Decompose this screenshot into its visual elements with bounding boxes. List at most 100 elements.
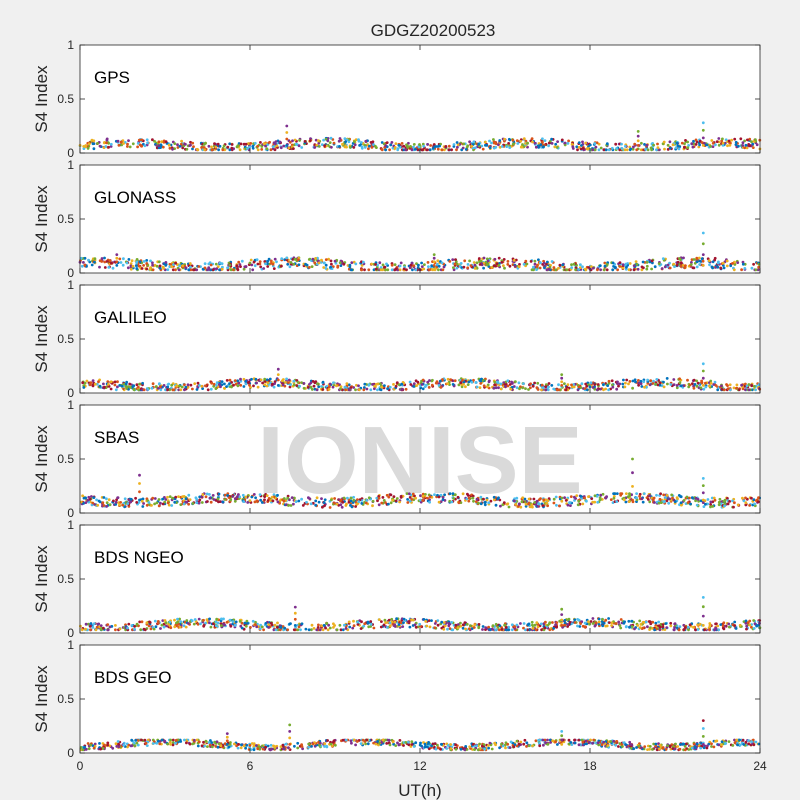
data-point	[178, 617, 182, 621]
data-point	[189, 265, 192, 269]
data-point	[521, 386, 524, 390]
data-point	[140, 138, 144, 142]
data-point	[151, 138, 154, 142]
data-point	[541, 504, 545, 507]
data-point	[701, 624, 705, 627]
data-point	[718, 497, 722, 501]
data-point	[171, 738, 175, 742]
data-point	[192, 145, 195, 149]
data-point	[349, 499, 353, 503]
data-point	[91, 142, 95, 146]
data-point	[703, 141, 706, 145]
data-point	[687, 144, 690, 147]
data-point	[308, 383, 311, 386]
data-point	[87, 622, 90, 626]
data-point	[593, 142, 597, 145]
data-point	[208, 261, 212, 265]
data-point	[522, 626, 525, 630]
data-point	[580, 738, 584, 742]
data-point	[273, 257, 277, 261]
data-point	[471, 496, 475, 500]
data-point	[744, 496, 747, 500]
data-point	[137, 138, 141, 142]
data-point	[655, 378, 659, 381]
data-point	[618, 624, 622, 627]
data-point	[344, 386, 348, 390]
data-point	[374, 263, 377, 266]
data-point	[215, 384, 218, 387]
data-point	[409, 263, 413, 267]
data-point	[357, 138, 360, 142]
data-point	[298, 384, 301, 388]
data-point	[204, 384, 207, 388]
data-point	[208, 496, 212, 500]
data-point	[266, 265, 270, 268]
data-point	[348, 625, 352, 629]
data-point	[230, 143, 234, 146]
data-point	[442, 627, 446, 631]
data-point	[677, 147, 681, 151]
data-point	[628, 625, 631, 629]
y-axis-label: S4 Index	[32, 185, 51, 253]
data-point	[289, 504, 293, 507]
data-point	[383, 384, 386, 387]
data-point	[560, 384, 564, 387]
data-point	[115, 264, 119, 267]
data-point	[683, 145, 686, 149]
data-point	[129, 264, 133, 268]
data-point	[296, 628, 300, 632]
data-point	[463, 621, 467, 624]
scatter-points	[79, 457, 761, 509]
data-point	[188, 262, 192, 265]
data-point	[744, 388, 747, 392]
data-point	[526, 141, 529, 145]
data-point	[417, 145, 421, 149]
data-point	[567, 139, 570, 143]
data-point	[649, 379, 653, 383]
data-point	[293, 624, 297, 627]
data-point	[84, 144, 88, 147]
data-point	[492, 146, 496, 150]
data-point	[673, 622, 677, 626]
data-point	[360, 620, 363, 624]
data-point	[475, 261, 479, 265]
data-point	[644, 620, 648, 624]
data-point	[466, 144, 470, 148]
data-point	[482, 266, 485, 270]
data-point	[505, 145, 509, 149]
data-point	[313, 387, 317, 391]
data-point	[401, 625, 405, 628]
data-point	[534, 145, 538, 149]
data-point	[232, 383, 235, 387]
data-point	[383, 618, 387, 622]
data-point	[497, 263, 501, 267]
data-point	[297, 263, 301, 267]
data-point	[508, 383, 512, 386]
data-point	[335, 384, 338, 388]
data-point	[544, 383, 548, 386]
data-point	[410, 498, 414, 501]
data-point	[412, 382, 416, 386]
data-point	[157, 498, 161, 501]
data-point	[433, 626, 437, 630]
data-point	[260, 625, 264, 629]
data-point	[223, 387, 226, 390]
data-point	[455, 148, 458, 152]
data-point	[422, 618, 426, 621]
data-point	[736, 503, 740, 507]
data-point	[451, 258, 455, 261]
data-point	[276, 493, 279, 497]
data-point	[506, 260, 510, 263]
data-point	[89, 622, 93, 625]
data-point	[533, 262, 537, 266]
data-point	[160, 623, 164, 627]
data-point	[679, 384, 683, 388]
data-point	[105, 497, 108, 501]
data-point	[678, 625, 682, 629]
data-point	[569, 495, 573, 498]
data-point	[230, 381, 234, 384]
data-point	[407, 141, 410, 145]
data-point	[493, 257, 497, 261]
data-point	[571, 145, 575, 149]
data-point	[138, 620, 142, 624]
